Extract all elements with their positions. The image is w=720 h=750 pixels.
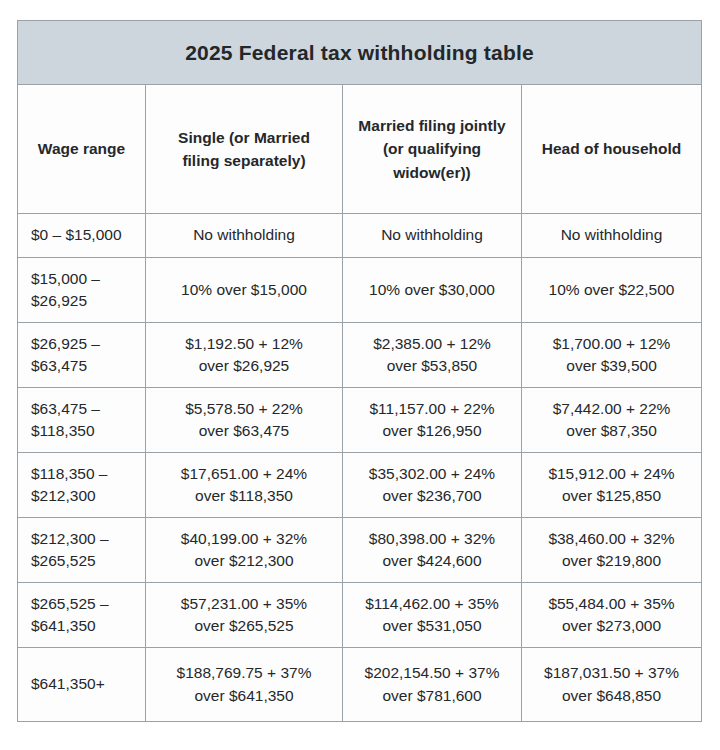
married-jointly-cell: $202,154.50 + 37% over $781,600 — [343, 648, 522, 722]
table-row: $265,525 – $641,350 $57,231.00 + 35% ove… — [18, 583, 702, 648]
head-of-household-cell: $15,912.00 + 24% over $125,850 — [522, 453, 702, 518]
married-jointly-cell: No withholding — [343, 214, 522, 258]
wage-range-cell: $265,525 – $641,350 — [18, 583, 146, 648]
wage-range-cell: $15,000 – $26,925 — [18, 258, 146, 323]
table-row: $212,300 – $265,525 $40,199.00 + 32% ove… — [18, 518, 702, 583]
single-cell: 10% over $15,000 — [146, 258, 343, 323]
title-row: 2025 Federal tax withholding table — [18, 21, 702, 85]
head-of-household-cell: 10% over $22,500 — [522, 258, 702, 323]
column-header-wage-range: Wage range — [18, 85, 146, 214]
single-cell: $5,578.50 + 22% over $63,475 — [146, 388, 343, 453]
table-row: $641,350+ $188,769.75 + 37% over $641,35… — [18, 648, 702, 722]
single-cell: $57,231.00 + 35% over $265,525 — [146, 583, 343, 648]
head-of-household-cell: $187,031.50 + 37% over $648,850 — [522, 648, 702, 722]
table-row: $0 – $15,000 No withholding No withholdi… — [18, 214, 702, 258]
page: 2025 Federal tax withholding table Wage … — [0, 0, 720, 750]
single-cell: $17,651.00 + 24% over $118,350 — [146, 453, 343, 518]
married-jointly-cell: $114,462.00 + 35% over $531,050 — [343, 583, 522, 648]
wage-range-cell: $26,925 – $63,475 — [18, 323, 146, 388]
column-header-married-filing-jointly: Married filing jointly (or qualifying wi… — [343, 85, 522, 214]
table-row: $118,350 – $212,300 $17,651.00 + 24% ove… — [18, 453, 702, 518]
table-row: $15,000 – $26,925 10% over $15,000 10% o… — [18, 258, 702, 323]
head-of-household-cell: $38,460.00 + 32% over $219,800 — [522, 518, 702, 583]
head-of-household-cell: $7,442.00 + 22% over $87,350 — [522, 388, 702, 453]
married-jointly-cell: 10% over $30,000 — [343, 258, 522, 323]
wage-range-cell: $212,300 – $265,525 — [18, 518, 146, 583]
table-row: $63,475 – $118,350 $5,578.50 + 22% over … — [18, 388, 702, 453]
federal-tax-withholding-table: 2025 Federal tax withholding table Wage … — [17, 20, 702, 722]
column-header-head-of-household: Head of household — [522, 85, 702, 214]
single-cell: $188,769.75 + 37% over $641,350 — [146, 648, 343, 722]
single-cell: $1,192.50 + 12% over $26,925 — [146, 323, 343, 388]
table-row: $26,925 – $63,475 $1,192.50 + 12% over $… — [18, 323, 702, 388]
single-cell: No withholding — [146, 214, 343, 258]
married-jointly-cell: $2,385.00 + 12% over $53,850 — [343, 323, 522, 388]
head-of-household-cell: $55,484.00 + 35% over $273,000 — [522, 583, 702, 648]
table-title: 2025 Federal tax withholding table — [18, 21, 702, 85]
wage-range-cell: $63,475 – $118,350 — [18, 388, 146, 453]
wage-range-cell: $641,350+ — [18, 648, 146, 722]
wage-range-cell: $0 – $15,000 — [18, 214, 146, 258]
head-of-household-cell: No withholding — [522, 214, 702, 258]
column-header-single: Single (or Married filing separately) — [146, 85, 343, 214]
single-cell: $40,199.00 + 32% over $212,300 — [146, 518, 343, 583]
wage-range-cell: $118,350 – $212,300 — [18, 453, 146, 518]
married-jointly-cell: $80,398.00 + 32% over $424,600 — [343, 518, 522, 583]
header-row: Wage range Single (or Married filing sep… — [18, 85, 702, 214]
married-jointly-cell: $11,157.00 + 22% over $126,950 — [343, 388, 522, 453]
head-of-household-cell: $1,700.00 + 12% over $39,500 — [522, 323, 702, 388]
married-jointly-cell: $35,302.00 + 24% over $236,700 — [343, 453, 522, 518]
